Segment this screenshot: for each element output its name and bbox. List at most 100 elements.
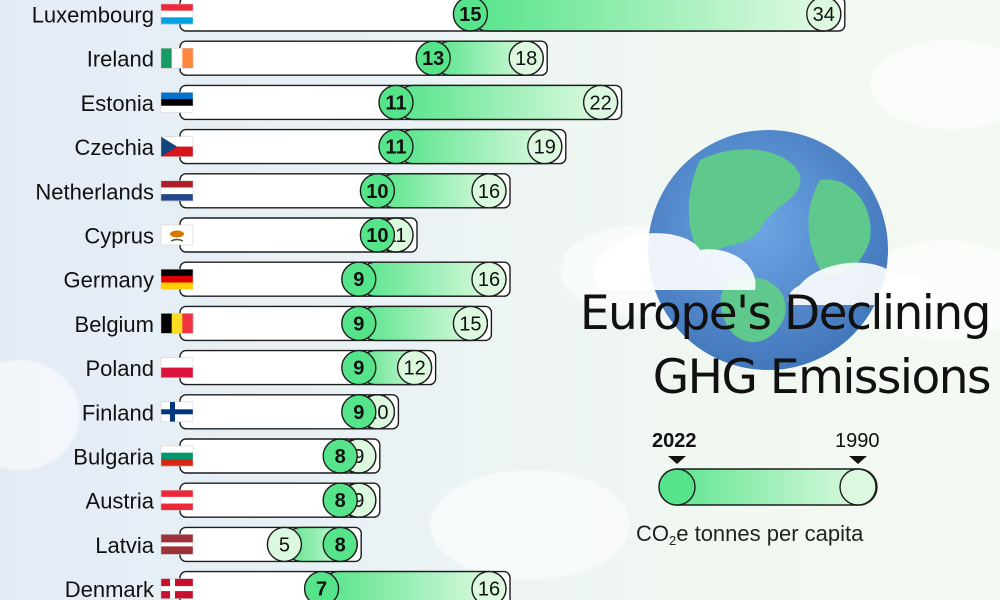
label-1990: 12 <box>403 358 425 380</box>
marker-2022 <box>415 40 451 76</box>
bar-row-latvia: 5 8 Latvia <box>95 526 362 563</box>
label-2022: 10 <box>366 225 388 247</box>
flag-icon-poland <box>160 357 194 378</box>
label-1990: 16 <box>478 269 500 291</box>
marker-1990 <box>396 349 433 386</box>
country-label: Estonia <box>81 91 155 116</box>
marker-2022 <box>341 261 377 297</box>
marker-2022 <box>452 0 489 32</box>
legend-bar <box>658 456 878 506</box>
marker-2022 <box>303 570 340 600</box>
bar-row-belgium: 15 9 Belgium <box>75 305 493 342</box>
label-1990: 9 <box>353 490 364 512</box>
marker-1990 <box>806 0 842 32</box>
label-2022: 9 <box>353 313 364 335</box>
marker-1990 <box>508 40 544 76</box>
country-label: Austria <box>86 489 155 514</box>
chart-title-line-2: GHG Emissions <box>652 350 992 405</box>
legend-arrow-2022 <box>668 456 686 464</box>
marker-2022 <box>341 305 377 342</box>
label-2022: 8 <box>335 490 346 512</box>
bar-range <box>469 0 842 32</box>
marker-2022 <box>341 349 377 386</box>
label-1990: 9 <box>353 446 364 468</box>
legend-unit-label: CO2e tonnes per capita <box>636 521 863 548</box>
marker-1990 <box>471 173 507 209</box>
label-1990: 5 <box>279 534 290 556</box>
label-1990: 22 <box>589 92 611 114</box>
label-2022: 8 <box>335 534 346 556</box>
marker-1990 <box>471 261 507 297</box>
label-2022: 15 <box>459 4 481 26</box>
marker-2022 <box>322 438 358 474</box>
country-label: Cyprus <box>84 224 154 249</box>
marker-2022 <box>341 394 377 430</box>
label-1990: 15 <box>459 313 481 335</box>
country-label: Luxembourg <box>32 3 154 28</box>
bar-row-denmark: 16 7 Denmark <box>65 570 511 600</box>
flag-icon-luxembourg <box>160 3 194 25</box>
flag-icon-austria <box>160 489 194 511</box>
bar-row-bulgaria: 98 Bulgaria <box>73 438 381 474</box>
bar-row-czechia: 19 11 Czechia <box>75 128 567 165</box>
country-label: Bulgaria <box>73 445 154 470</box>
flag-icon-cyprus <box>160 224 194 246</box>
flag-icon-denmark <box>160 578 194 599</box>
country-label: Poland <box>85 356 154 381</box>
country-label: Germany <box>64 268 154 293</box>
label-1990: 18 <box>515 48 537 70</box>
legend-label-1990: 1990 <box>835 430 880 452</box>
label-2022: 13 <box>422 48 444 70</box>
marker-2022 <box>322 482 358 518</box>
country-label: Belgium <box>75 312 154 337</box>
globe-icon <box>594 130 936 370</box>
label-1990: 16 <box>478 579 500 600</box>
unit-subscript: 2 <box>669 533 677 548</box>
bar-row-luxembourg: 34 15 Luxembourg <box>32 0 846 32</box>
label-1990: 34 <box>813 4 835 26</box>
background-cloud <box>870 40 1000 130</box>
bar-row-netherlands: 16 10 Netherlands <box>35 173 511 209</box>
legend-arrow-1990 <box>849 456 867 464</box>
marker-2022 <box>359 217 396 253</box>
country-label: Finland <box>82 400 154 425</box>
marker-2022 <box>378 84 414 121</box>
label-1990: 19 <box>534 137 556 159</box>
label-2022: 9 <box>353 269 364 291</box>
chart-title: Europe's Declining GHG Emissions <box>540 282 992 410</box>
country-label: Ireland <box>87 47 154 72</box>
country-label: Latvia <box>95 533 154 558</box>
bar-row-austria: 98 Austria <box>86 482 381 518</box>
country-label: Czechia <box>75 135 155 160</box>
flag-icon-netherlands <box>160 180 194 202</box>
bar-row-germany: 16 9 Germany <box>64 261 511 297</box>
legend-label-2022: 2022 <box>652 430 697 452</box>
marker-2022 <box>322 526 358 563</box>
bar-row-poland: 12 9 Poland <box>85 349 437 386</box>
label-2022: 7 <box>316 579 327 600</box>
label-1990: 16 <box>478 181 500 203</box>
marker-2022 <box>378 128 414 165</box>
label-2022: 10 <box>366 181 388 203</box>
marker-1990 <box>452 305 489 342</box>
flag-icon-belgium <box>160 313 194 334</box>
flag-icon-germany <box>160 268 194 290</box>
unit-prefix: CO <box>636 521 669 546</box>
marker-1990 <box>266 526 303 563</box>
flag-icon-estonia <box>160 92 194 113</box>
marker-1990 <box>527 128 563 165</box>
legend-marker-2022 <box>658 468 696 506</box>
marker-1990 <box>582 84 619 121</box>
label-2022: 8 <box>335 446 346 468</box>
country-label: Netherlands <box>35 179 154 204</box>
marker-1990 <box>471 570 507 600</box>
label-2022: 11 <box>385 92 406 114</box>
background-cloud <box>430 470 630 580</box>
legend-marker-1990 <box>839 468 877 506</box>
country-label: Denmark <box>65 577 155 600</box>
flag-icon-czechia <box>160 136 194 157</box>
marker-2022 <box>359 173 396 209</box>
